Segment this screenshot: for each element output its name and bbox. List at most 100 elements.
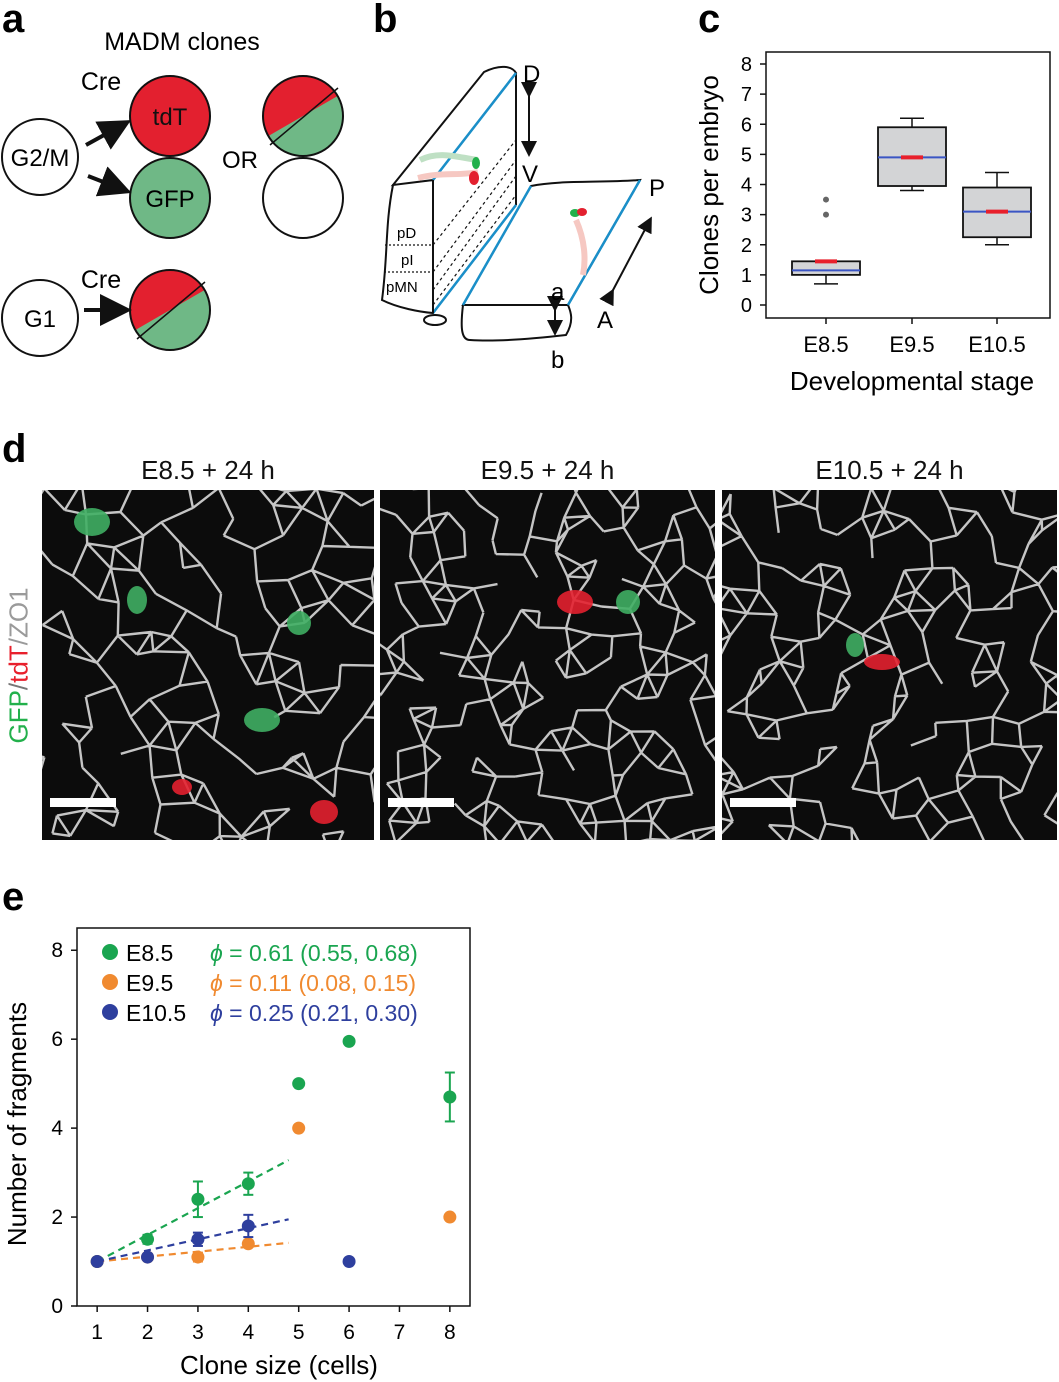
e-legend-marker [102, 944, 118, 960]
e-legend-label: E8.5 [126, 940, 173, 966]
e-point [241, 1237, 255, 1251]
e-xtick-label: 1 [91, 1321, 103, 1344]
tdt-labeled-cell [557, 590, 593, 614]
e-legend-marker [102, 974, 118, 990]
panel-b-letter: b [373, 0, 397, 41]
phi-symbol: ϕ [210, 970, 223, 996]
e-legend-label: E10.5 [126, 1000, 186, 1026]
e-xlabel: Clone size (cells) [180, 1350, 378, 1380]
e-ytick-label: 8 [51, 939, 63, 962]
gfp-label: GFP [145, 186, 194, 213]
image-1-title: E8.5 + 24 h [141, 455, 275, 485]
image-3-title: E10.5 + 24 h [815, 455, 964, 485]
phi-value: = 0.61 (0.55, 0.68) [223, 940, 418, 966]
e-point [191, 1232, 205, 1246]
zo1-membrane-network [722, 490, 1057, 840]
channel-label-part: tdT [3, 645, 34, 683]
micrograph-e105 [722, 490, 1057, 840]
c-ytick-label: 7 [741, 84, 752, 106]
channel-label-part: GFP [3, 690, 34, 744]
c-xtick-label: E9.5 [889, 332, 934, 357]
cre-label-top: Cre [81, 68, 121, 96]
label-D: D [523, 61, 540, 88]
micrograph-e95 [380, 490, 715, 840]
e-ytick-label: 0 [51, 1295, 63, 1318]
c-outlier [823, 211, 829, 218]
e-legend-label: E9.5 [126, 970, 173, 996]
panel-c-chart: c Clones per embryo Developmental stage … [694, 0, 1051, 396]
e-point [90, 1255, 104, 1269]
c-ytick-label: 4 [741, 175, 752, 197]
scale-bar [388, 798, 454, 807]
gfp-labeled-cell [846, 633, 864, 657]
e-point [90, 1255, 104, 1269]
c-ytick-label: 5 [741, 144, 752, 166]
label-A: A [597, 307, 613, 334]
panel-a: a MADM clones Cre Cre G2/M tdT GFP OR G1 [1, 0, 344, 357]
e-ytick-label: 2 [51, 1206, 63, 1229]
phi-symbol: ϕ [210, 1000, 223, 1026]
e-point [90, 1255, 104, 1269]
gfp-labeled-cell [74, 508, 110, 536]
e-xtick-label: 7 [394, 1321, 406, 1344]
c-box [791, 260, 861, 276]
mixed-cell-top [262, 75, 344, 157]
label-pD: pD [397, 225, 416, 242]
e-xtick-label: 8 [444, 1321, 456, 1344]
c-xlabel: Developmental stage [790, 366, 1034, 396]
scale-bar [730, 798, 796, 807]
empty-cell [262, 157, 344, 239]
e-plot-frame [76, 927, 471, 1307]
label-b: b [551, 347, 564, 374]
label-pMN: pMN [386, 279, 418, 296]
tdt-labeled-cell [310, 800, 338, 824]
e-point [443, 1090, 457, 1104]
e-fit-line [97, 1241, 289, 1263]
e-point [241, 1177, 255, 1191]
cre-label-bottom: Cre [81, 266, 121, 294]
e-point [141, 1232, 155, 1246]
d-channel-label: GFP/tdT/ZO1 [4, 581, 35, 751]
e-ylabel: Number of fragments [2, 1002, 32, 1246]
panel-b: b D V P A a b pD pI [373, 0, 665, 374]
madm-title: MADM clones [104, 28, 260, 56]
e-point [443, 1210, 457, 1224]
panel-a-letter: a [2, 0, 25, 41]
e-xtick-label: 5 [293, 1321, 305, 1344]
c-xtick-label: E10.5 [968, 332, 1026, 357]
c-ytick-label: 8 [741, 54, 752, 76]
g2m-label: G2/M [11, 145, 70, 172]
arrow-to-tdt [85, 120, 132, 150]
phi-value: = 0.25 (0.21, 0.30) [223, 1000, 418, 1026]
e-ytick-label: 6 [51, 1028, 63, 1051]
e-legend-marker [102, 1004, 118, 1020]
gfp-labeled-cell [244, 708, 280, 732]
gfp-labeled-cell [287, 611, 311, 635]
c-xtick-label: E8.5 [803, 332, 848, 357]
phi-symbol: ϕ [210, 940, 223, 966]
e-point [191, 1250, 205, 1264]
e-legend-phi: ϕ = 0.25 (0.21, 0.30) [210, 1000, 418, 1026]
gfp-labeled-cell [616, 590, 640, 614]
mixed-cell-bottom [129, 269, 211, 351]
g1-label: G1 [24, 306, 56, 333]
e-xtick-label: 6 [343, 1321, 355, 1344]
gfp-labeled-cell [127, 586, 147, 614]
tdt-label: tdT [153, 104, 188, 131]
c-ytick-label: 3 [741, 205, 752, 227]
e-fit-line [96, 1159, 290, 1263]
panel-d-letter-wrap: d [2, 427, 26, 471]
e-point [141, 1250, 155, 1264]
panel-c-letter: c [698, 0, 720, 41]
channel-label-part: / [3, 682, 34, 691]
c-ytick-label: 6 [741, 114, 752, 136]
g1-cell [1, 279, 79, 357]
tdt-labeled-cell [172, 779, 192, 795]
arrow-to-gfp [87, 166, 132, 197]
scale-bar [50, 798, 116, 807]
e-point [141, 1250, 155, 1264]
e-xtick-label: 4 [242, 1321, 254, 1344]
c-ytick-label: 2 [741, 235, 752, 257]
image-2-title: E9.5 + 24 h [480, 455, 615, 485]
c-outlier [823, 196, 829, 203]
